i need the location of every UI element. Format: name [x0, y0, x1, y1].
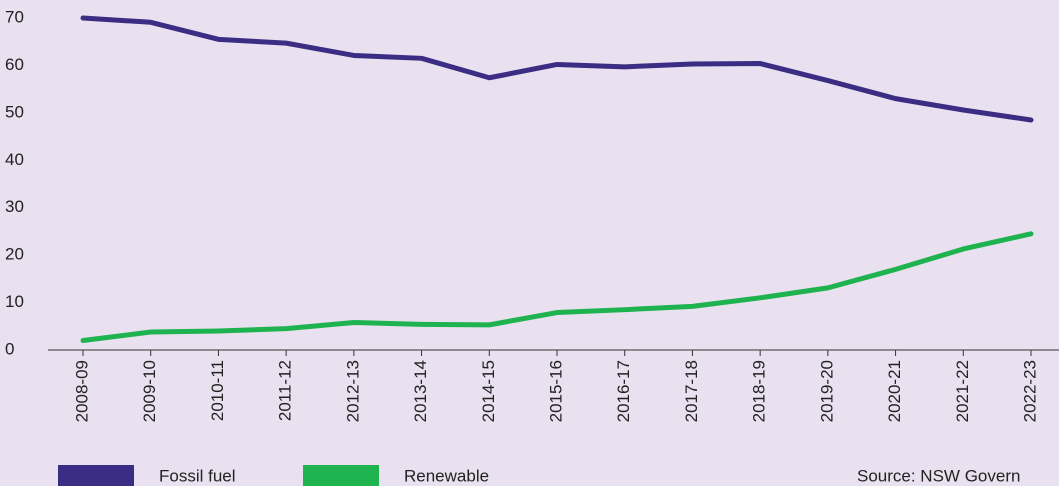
x-tick-label: 2019-20 [817, 360, 836, 422]
x-tick-label: 2010-11 [208, 360, 227, 421]
x-tick-label: 2012-13 [343, 360, 362, 422]
x-tick-label: 2020-21 [885, 360, 904, 422]
legend-swatch [303, 465, 379, 486]
y-tick-label: 10 [5, 292, 24, 311]
source-note: Source: NSW Govern [857, 466, 1020, 485]
x-tick-label: 2021-22 [953, 360, 972, 422]
x-tick-label: 2022-23 [1020, 360, 1039, 422]
y-tick-label: 70 [5, 7, 24, 26]
x-tick-label: 2011-12 [276, 360, 295, 421]
data-line [80, 231, 1034, 344]
y-tick-label: 30 [5, 197, 24, 216]
data-line [80, 15, 1034, 123]
x-tick-label: 2014-15 [479, 360, 498, 422]
x-tick-label: 2015-16 [546, 360, 565, 422]
y-tick-label: 60 [5, 55, 24, 74]
y-tick-label: 50 [5, 102, 24, 121]
legend-label: Fossil fuel [159, 466, 236, 485]
x-tick-label: 2018-19 [750, 360, 769, 422]
y-tick-label: 0 [5, 339, 14, 358]
x-tick-label: 2016-17 [614, 360, 633, 422]
x-tick-label: 2017-18 [682, 360, 701, 422]
y-tick-label: 40 [5, 150, 24, 169]
legend-label: Renewable [404, 466, 489, 485]
x-tick-label: 2013-14 [411, 360, 430, 422]
legend-swatch [58, 465, 134, 486]
x-tick-label: 2009-10 [140, 360, 159, 422]
y-tick-label: 20 [5, 245, 24, 264]
x-tick-label: 2008-09 [72, 360, 91, 422]
